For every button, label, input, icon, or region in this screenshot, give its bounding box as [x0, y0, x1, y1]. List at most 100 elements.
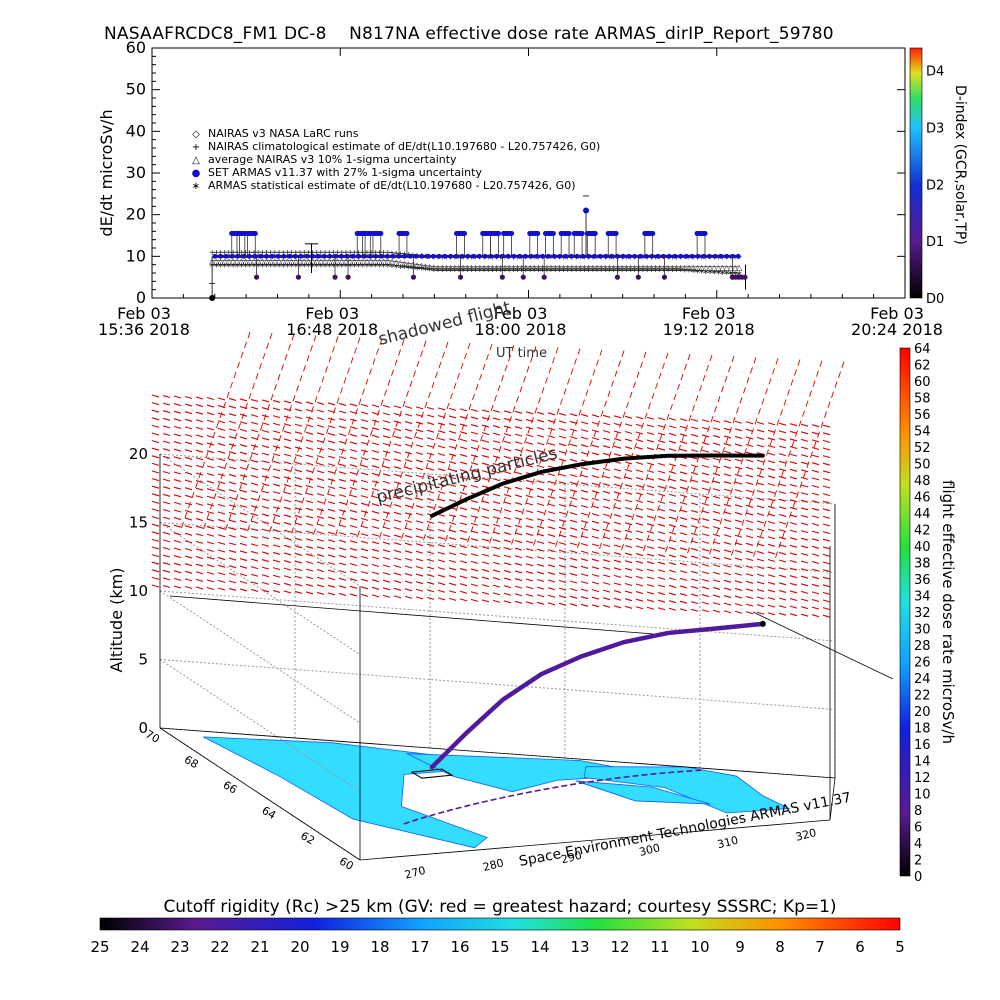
armas-point	[287, 253, 292, 259]
particle-mesh-col	[665, 356, 735, 553]
series-marker: △	[715, 263, 722, 272]
armas-point	[603, 253, 609, 259]
particle-mesh-row	[151, 432, 831, 466]
land-region	[583, 766, 791, 814]
series-marker: ∗	[288, 261, 295, 270]
armas-point	[545, 253, 551, 259]
armas-point	[712, 253, 718, 259]
series-marker: △	[343, 257, 350, 266]
dose-rate-tick-label: 48	[914, 474, 931, 489]
armas-point	[304, 253, 310, 259]
series-marker: △	[707, 263, 714, 272]
cutoff-rigidity-tick-label: 22	[210, 938, 229, 956]
d-index-colorbar	[909, 47, 923, 299]
report-title: NASAAFRCDC8_FM1 DC-8 N817NA effective do…	[104, 24, 834, 44]
series-marker: ∗	[610, 265, 617, 274]
series-marker: ∗	[414, 263, 421, 272]
series-marker: △	[548, 263, 555, 272]
series-marker: △	[381, 257, 388, 266]
armas-point	[223, 253, 229, 259]
armas-point	[724, 253, 730, 259]
series-marker: +	[305, 248, 312, 257]
box-edge	[829, 777, 836, 821]
d-index-title: D-index (GCR,solar,TP)	[952, 85, 968, 245]
dose-rate-tick-label: 26	[914, 656, 931, 671]
x-tick-label-time: 20:24 2018	[851, 320, 943, 339]
armas-point	[281, 253, 287, 259]
series-marker: △	[213, 257, 220, 266]
cutoff-rigidity-tick-label: 24	[130, 938, 149, 956]
series-marker: △	[724, 263, 731, 272]
dose-rate-tick-label: 22	[914, 689, 931, 704]
armas-point	[269, 253, 275, 259]
series-marker: △	[226, 257, 233, 266]
series-marker: ∗	[665, 265, 672, 274]
series-marker: ∗	[493, 265, 500, 274]
series-marker: △	[473, 263, 480, 272]
series-marker: +	[343, 248, 350, 257]
series-marker: ∗	[690, 266, 697, 275]
particle-mesh-col	[379, 341, 449, 539]
series-marker: △	[694, 263, 701, 272]
armas-point	[579, 230, 585, 237]
series-marker: +	[259, 248, 266, 257]
series-marker: +	[230, 248, 237, 257]
series-marker: ∗	[368, 261, 375, 270]
series-marker: ∗	[715, 268, 722, 277]
x-tick-label-time: 18:00 2018	[475, 320, 567, 339]
series-marker: ∗	[736, 269, 743, 278]
series-marker: △	[289, 257, 296, 266]
series-marker: △	[728, 263, 735, 272]
series-marker: ∗	[589, 265, 596, 274]
series-marker: △	[632, 263, 639, 272]
series-marker: △	[401, 259, 408, 268]
longitude-tick-label: 300	[638, 841, 662, 859]
series-marker: ∗	[548, 265, 555, 274]
series-marker: ∗	[585, 265, 592, 274]
particle-mesh-row	[151, 394, 831, 428]
series-marker: △	[406, 259, 413, 268]
dose-rate-colorbar	[899, 347, 911, 877]
particle-mesh-row	[151, 523, 831, 557]
series-marker: ∗	[322, 261, 329, 270]
series-marker: △	[619, 263, 626, 272]
series-marker: +	[297, 248, 304, 257]
series-marker: △	[719, 263, 726, 272]
series-marker: ∗	[447, 265, 454, 274]
series-marker: △	[699, 263, 706, 272]
series-marker: △	[234, 257, 241, 266]
series-marker: △	[259, 257, 266, 266]
dose-rate-tick-label: 18	[914, 722, 931, 737]
series-marker: ∗	[527, 265, 534, 274]
series-marker: +	[242, 248, 249, 257]
series-marker: +	[255, 248, 262, 257]
armas-point	[626, 253, 632, 259]
series-marker: ∗	[464, 265, 471, 274]
z-gridline	[159, 659, 836, 710]
series-marker: ∗	[292, 261, 299, 270]
armas-point	[379, 253, 384, 259]
armas-point	[253, 274, 260, 280]
series-marker: △	[431, 263, 438, 272]
latitude-tick-label: 68	[182, 753, 201, 771]
armas-point	[361, 253, 367, 259]
dose-rate-tick-label: 2	[914, 854, 922, 869]
cutoff-rigidity-tick-label: 23	[170, 938, 189, 956]
x-tick-label-date: Feb 03	[305, 304, 359, 323]
cutoff-rigidity-tick-label: 19	[330, 938, 349, 956]
particle-mesh-row	[151, 531, 831, 565]
series-marker: ∗	[485, 265, 492, 274]
armas-point	[505, 253, 511, 259]
cutoff-rigidity-tick-label: 18	[370, 938, 389, 956]
series-marker: +	[364, 248, 371, 257]
particle-mesh-col	[687, 357, 757, 554]
series-marker: △	[347, 257, 354, 266]
armas-point	[292, 253, 298, 259]
series-marker: △	[523, 263, 530, 272]
particle-mesh-col	[357, 340, 427, 537]
z-gridline	[159, 590, 836, 642]
series-marker: △	[351, 257, 358, 266]
series-marker: △	[247, 257, 254, 266]
series-marker: ∗	[669, 265, 676, 274]
